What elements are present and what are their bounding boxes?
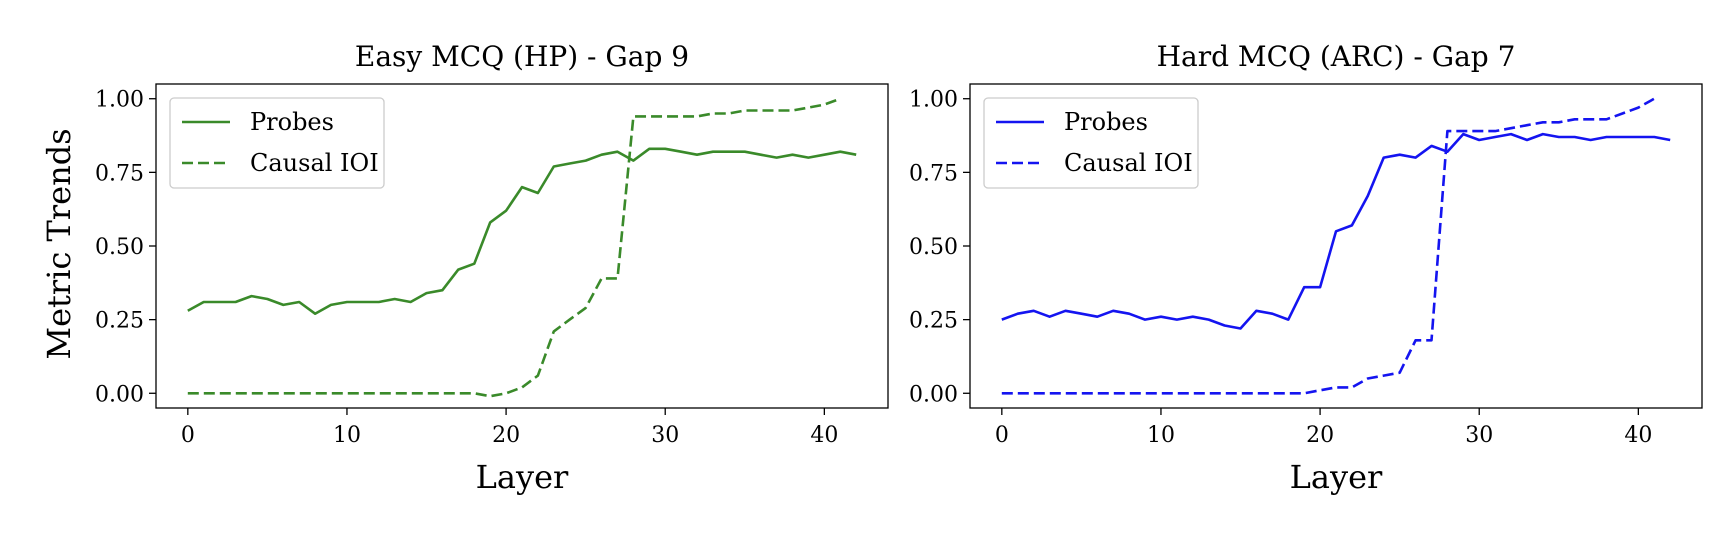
x-tick-label: 10: [333, 423, 361, 448]
x-tick-label: 20: [492, 423, 520, 448]
x-tick-label: 0: [181, 423, 195, 448]
series-line-probes: [1001, 132, 1671, 330]
legend-label: Probes: [250, 108, 334, 136]
legend-box: [169, 97, 385, 189]
y-tick-label: 0.50: [909, 235, 958, 260]
y-tick-label: 0.75: [909, 161, 958, 186]
legend-label: Causal IOI: [250, 149, 379, 177]
legend-label: Causal IOI: [1064, 149, 1193, 177]
y-tick-label: 0.25: [95, 309, 144, 334]
series-line-probes: [187, 147, 857, 316]
x-tick-label: 30: [1465, 423, 1493, 448]
x-tick-label: 30: [651, 423, 679, 448]
y-tick-label: 1.00: [95, 88, 144, 113]
x-axis-label: Layer: [1290, 458, 1383, 496]
chart-title: Hard MCQ (ARC) - Gap 7: [1157, 40, 1516, 73]
chart-panel-2: Hard MCQ (ARC) - Gap 7 0 10 20 30 40 0.00 0.25 0…: [909, 40, 1703, 496]
y-tick-label: 0.00: [95, 382, 144, 407]
series-line-causal-ioi: [187, 97, 841, 398]
series-line-causal-ioi: [1001, 97, 1655, 395]
x-tick-label: 40: [1624, 423, 1652, 448]
y-tick-label: 1.00: [909, 88, 958, 113]
x-tick-label: 40: [810, 423, 838, 448]
y-tick-label: 0.25: [909, 309, 958, 334]
legend-label: Probes: [1064, 108, 1148, 136]
legend-box: [983, 97, 1199, 189]
y-tick-label: 0.50: [95, 235, 144, 260]
x-axis-label: Layer: [476, 458, 569, 496]
x-tick-label: 0: [995, 423, 1009, 448]
y-tick-label: 0.75: [95, 161, 144, 186]
y-tick-label: 0.00: [909, 382, 958, 407]
chart-title: Easy MCQ (HP) - Gap 9: [355, 40, 689, 73]
figure-y-axis-label: Metric Trends: [40, 128, 78, 359]
chart-panel-1: Easy MCQ (HP) - Gap 9 0 10 20 30 40 0.00 0.25 0.…: [95, 40, 889, 496]
x-tick-label: 20: [1306, 423, 1334, 448]
x-tick-label: 10: [1147, 423, 1175, 448]
